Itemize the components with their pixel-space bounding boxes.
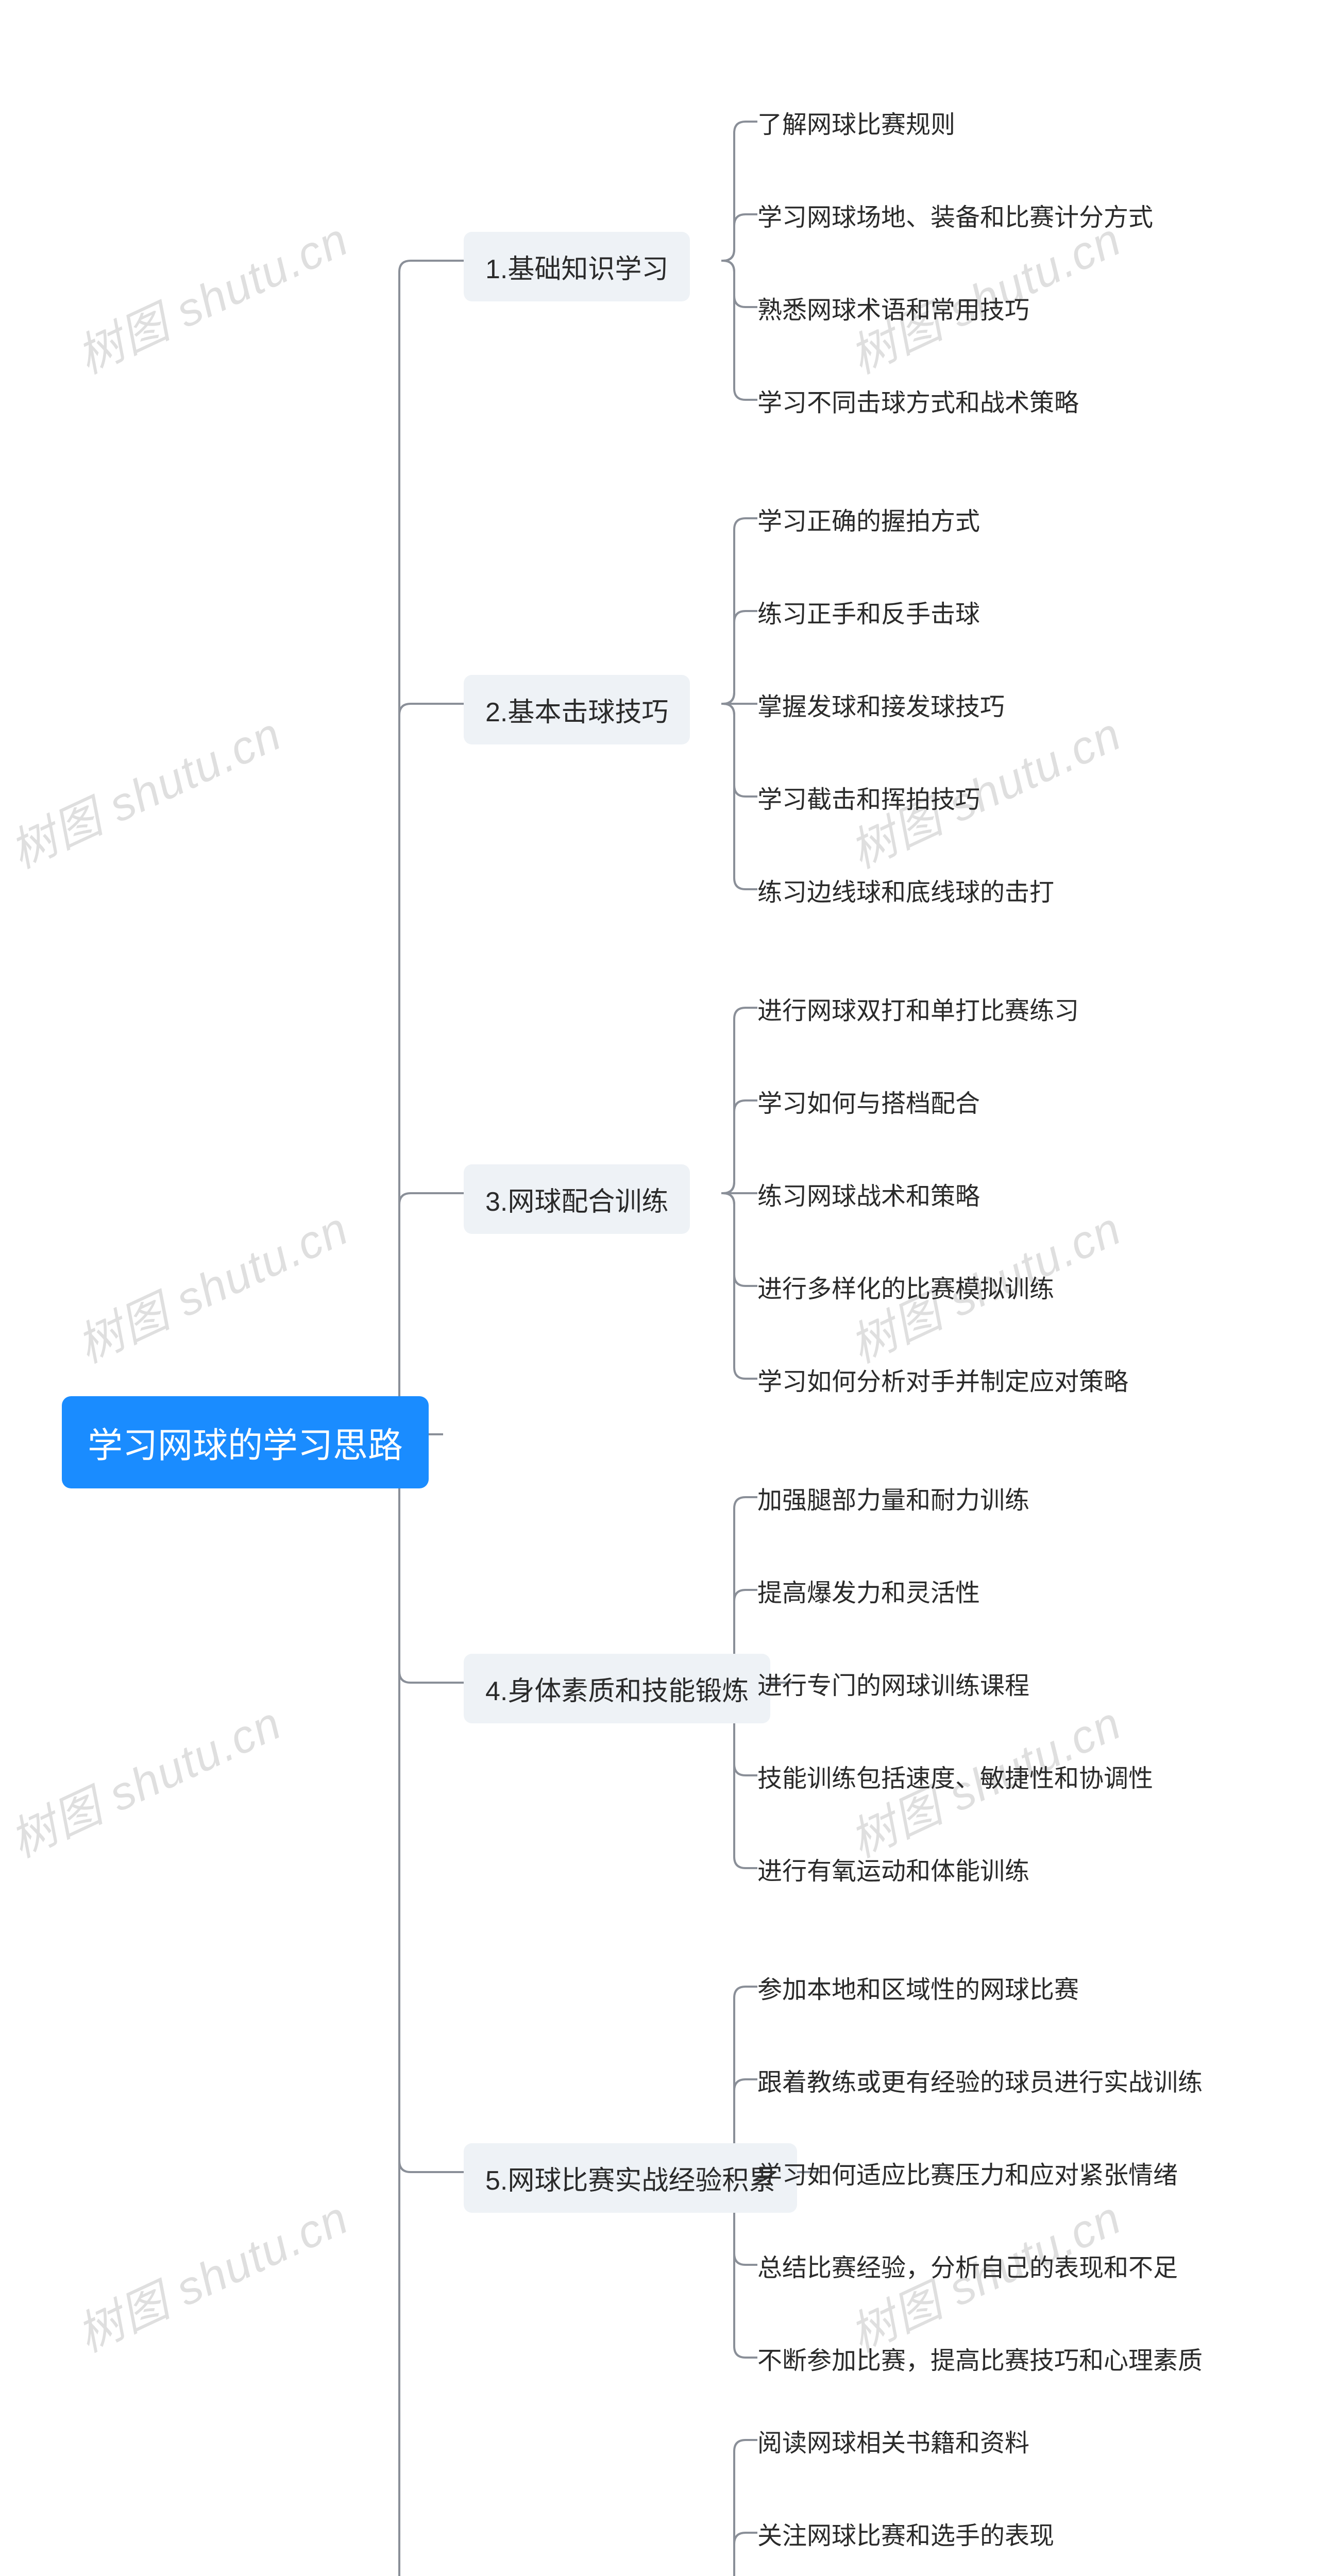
leaf-node: 总结比赛经验，分析自己的表现和不足	[757, 2247, 1178, 2283]
branch-node: 1.基础知识学习	[464, 232, 690, 301]
leaf-node: 关注网球比赛和选手的表现	[757, 2515, 1054, 2551]
leaf-node: 学习如何分析对手并制定应对策略	[757, 1361, 1128, 1397]
leaf-node: 学习如何适应比赛压力和应对紧张情绪	[757, 2155, 1178, 2191]
leaf-node: 了解网球比赛规则	[757, 104, 955, 140]
leaf-node: 跟着教练或更有经验的球员进行实战训练	[757, 2062, 1203, 2098]
branch-node: 3.网球配合训练	[464, 1164, 690, 1234]
leaf-node: 进行多样化的比赛模拟训练	[757, 1268, 1054, 1304]
root-node: 学习网球的学习思路	[62, 1396, 429, 1488]
branch-node: 2.基本击球技巧	[464, 675, 690, 744]
leaf-node: 提高爆发力和灵活性	[757, 1572, 980, 1608]
branch-node: 4.身体素质和技能锻炼	[464, 1654, 770, 1723]
leaf-node: 进行有氧运动和体能训练	[757, 1851, 1029, 1887]
leaf-node: 掌握发球和接发球技巧	[757, 686, 1005, 722]
leaf-node: 加强腿部力量和耐力训练	[757, 1480, 1029, 1516]
leaf-node: 学习如何与搭档配合	[757, 1083, 980, 1119]
leaf-node: 进行专门的网球训练课程	[757, 1665, 1029, 1701]
leaf-node: 练习边线球和底线球的击打	[757, 872, 1054, 908]
branch-node: 5.网球比赛实战经验积累	[464, 2143, 797, 2213]
leaf-node: 参加本地和区域性的网球比赛	[757, 1969, 1079, 2005]
leaf-node: 练习网球战术和策略	[757, 1176, 980, 1212]
leaf-node: 进行网球双打和单打比赛练习	[757, 990, 1079, 1026]
leaf-node: 学习不同击球方式和战术策略	[757, 382, 1079, 418]
mindmap-container: 学习网球的学习思路 1.基础知识学习 了解网球比赛规则学习网球场地、装备和比赛计分方…	[0, 0, 1319, 2576]
leaf-node: 学习网球场地、装备和比赛计分方式	[757, 197, 1153, 233]
leaf-node: 学习正确的握拍方式	[757, 501, 980, 537]
leaf-node: 练习正手和反手击球	[757, 594, 980, 630]
leaf-node: 学习截击和挥拍技巧	[757, 779, 980, 815]
leaf-node: 不断参加比赛，提高比赛技巧和心理素质	[757, 2340, 1203, 2376]
leaf-node: 技能训练包括速度、敏捷性和协调性	[757, 1758, 1153, 1794]
leaf-node: 阅读网球相关书籍和资料	[757, 2422, 1029, 2459]
leaf-node: 熟悉网球术语和常用技巧	[757, 290, 1029, 326]
